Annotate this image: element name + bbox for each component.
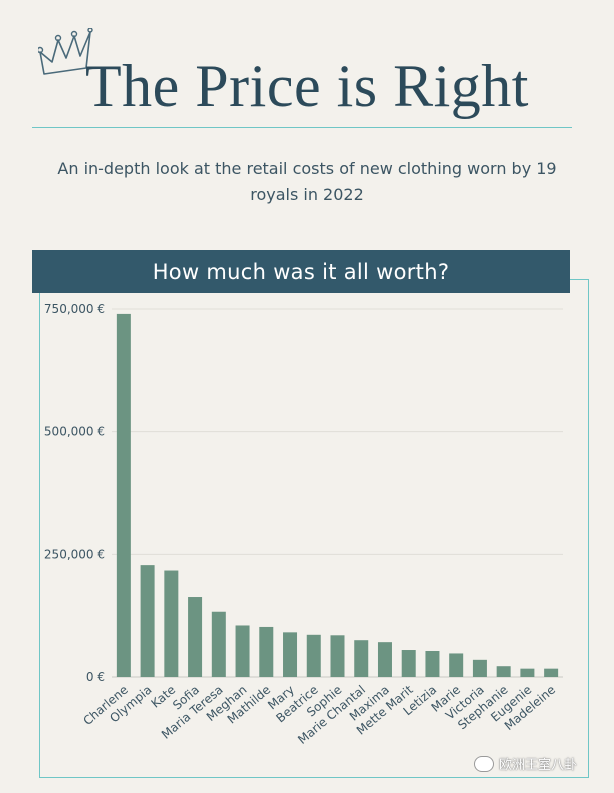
y-tick-label: 0 € [86, 670, 105, 684]
bar-sophie [330, 635, 345, 677]
bars [116, 313, 559, 677]
bar-charlene [116, 313, 131, 677]
bar-olympia [140, 565, 155, 677]
bar-eugenie [520, 668, 535, 677]
bar-meghan [235, 625, 250, 677]
bar-mette-marit [401, 650, 416, 677]
bar-marie [449, 653, 464, 677]
bar-maxima [377, 642, 392, 677]
bar-mary [283, 632, 298, 677]
bar-victoria [472, 659, 487, 677]
y-tick-label: 500,000 € [44, 425, 105, 439]
y-tick-label: 750,000 € [44, 302, 105, 316]
y-axis-ticks: 0 € 250,000 € 500,000 € 750,000 € [44, 302, 105, 684]
bar-sofia [188, 597, 203, 677]
bar-madeleine [544, 668, 559, 677]
bar-kate [164, 570, 179, 677]
watermark-text: 欧洲王室八卦 [499, 758, 578, 773]
bar-marie-chantal [354, 640, 369, 677]
y-tick-label: 250,000 € [44, 547, 105, 561]
gridlines [112, 308, 563, 678]
bar-stephanie [496, 666, 511, 677]
page-subtitle: An in-depth look at the retail costs of … [57, 159, 557, 204]
watermark: 欧洲王室八卦 [474, 754, 577, 773]
chart-title: How much was it all worth? [32, 250, 570, 293]
bar-mathilde [259, 626, 274, 677]
bar-letizia [425, 650, 440, 677]
title-divider [32, 127, 572, 128]
bar-maria-teresa [211, 611, 226, 677]
page-title: The Price is Right [85, 53, 529, 119]
bar-beatrice [306, 634, 321, 677]
crown-icon [38, 28, 93, 75]
wechat-icon [474, 755, 494, 772]
